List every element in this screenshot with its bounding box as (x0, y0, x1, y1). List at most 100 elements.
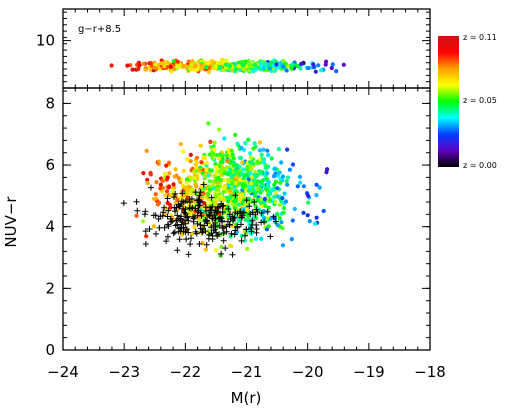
data-point (262, 215, 267, 220)
cross-marker (231, 231, 238, 238)
data-point (234, 230, 239, 235)
data-point (264, 187, 269, 192)
data-point (228, 64, 233, 69)
data-point (217, 164, 222, 169)
cross-marker (163, 238, 170, 245)
cross-marker (243, 226, 250, 233)
data-point (188, 152, 193, 157)
x-tick-label: −21 (231, 363, 263, 381)
x-tick-label: −22 (170, 363, 202, 381)
cross-marker (199, 229, 206, 236)
data-point (324, 59, 329, 64)
data-point (298, 180, 303, 185)
data-point (247, 63, 252, 68)
data-point (232, 184, 237, 189)
data-point (109, 63, 114, 68)
data-point (231, 160, 236, 165)
data-point (170, 189, 175, 194)
data-point (257, 140, 262, 145)
data-point (255, 159, 260, 164)
data-point (237, 218, 242, 223)
cross-marker (253, 226, 260, 233)
data-point (232, 205, 237, 211)
cross-marker (239, 212, 246, 219)
cross-marker (258, 210, 265, 217)
data-point (172, 174, 177, 179)
data-point (165, 175, 170, 180)
cross-marker (248, 228, 255, 235)
data-point (243, 141, 248, 146)
y-tick-label: 8 (45, 94, 55, 112)
data-point (163, 193, 168, 198)
data-point (266, 180, 271, 185)
data-point (236, 64, 241, 69)
data-point (305, 193, 311, 198)
data-point (171, 182, 176, 187)
data-point (318, 68, 324, 73)
data-point (290, 162, 296, 167)
cross-marker (208, 194, 215, 201)
cross-marker (179, 190, 186, 197)
cross-marker (216, 203, 223, 210)
data-point (240, 192, 245, 197)
cross-marker (183, 226, 190, 233)
cross-marker (228, 230, 235, 237)
data-point (166, 160, 172, 165)
cross-marker (150, 212, 157, 219)
cross-marker (167, 218, 174, 225)
data-point (230, 152, 235, 157)
data-point (145, 177, 150, 182)
cross-marker (170, 194, 177, 201)
data-point (282, 191, 287, 196)
data-point (173, 167, 178, 172)
data-point (253, 67, 258, 72)
data-point (272, 166, 278, 171)
data-point (259, 204, 264, 209)
data-point (268, 191, 273, 196)
data-point (268, 216, 273, 221)
data-point (156, 159, 161, 164)
cross-marker (201, 222, 208, 229)
data-point (258, 200, 263, 205)
cross-marker (218, 250, 225, 257)
data-point (194, 160, 199, 165)
upper-panel: g−r+8.5 10 (36, 8, 431, 89)
cross-marker (264, 208, 271, 215)
data-point (240, 160, 245, 165)
data-point (252, 192, 257, 198)
data-point (239, 145, 244, 150)
data-point (266, 153, 271, 158)
data-point (253, 236, 259, 241)
data-point (246, 58, 251, 63)
cross-marker (142, 240, 149, 247)
data-point (141, 171, 146, 176)
data-point (273, 190, 278, 195)
data-point (207, 187, 212, 192)
data-point (219, 194, 224, 199)
data-point (249, 238, 254, 243)
cross-marker (153, 230, 160, 237)
data-point (283, 199, 289, 204)
x-axis-ticks: −24 −23 −22 −21 −20 −19 −18 (47, 9, 446, 381)
data-point (248, 160, 253, 165)
data-point (242, 238, 248, 243)
data-point (210, 168, 215, 173)
data-point (281, 64, 286, 69)
data-point (212, 202, 217, 207)
data-point (221, 153, 226, 158)
data-point (255, 198, 260, 203)
data-point (274, 211, 280, 216)
data-point (237, 177, 243, 182)
data-point (275, 173, 280, 178)
x-tick-label: −19 (353, 363, 385, 381)
cross-marker (169, 217, 176, 224)
cross-marker (180, 228, 187, 235)
data-point (209, 58, 214, 64)
cross-marker (209, 236, 216, 243)
data-point (192, 224, 197, 230)
data-point (233, 197, 238, 202)
colorbar-gradient (438, 36, 459, 167)
cross-marker (220, 224, 227, 231)
data-point (193, 182, 198, 187)
